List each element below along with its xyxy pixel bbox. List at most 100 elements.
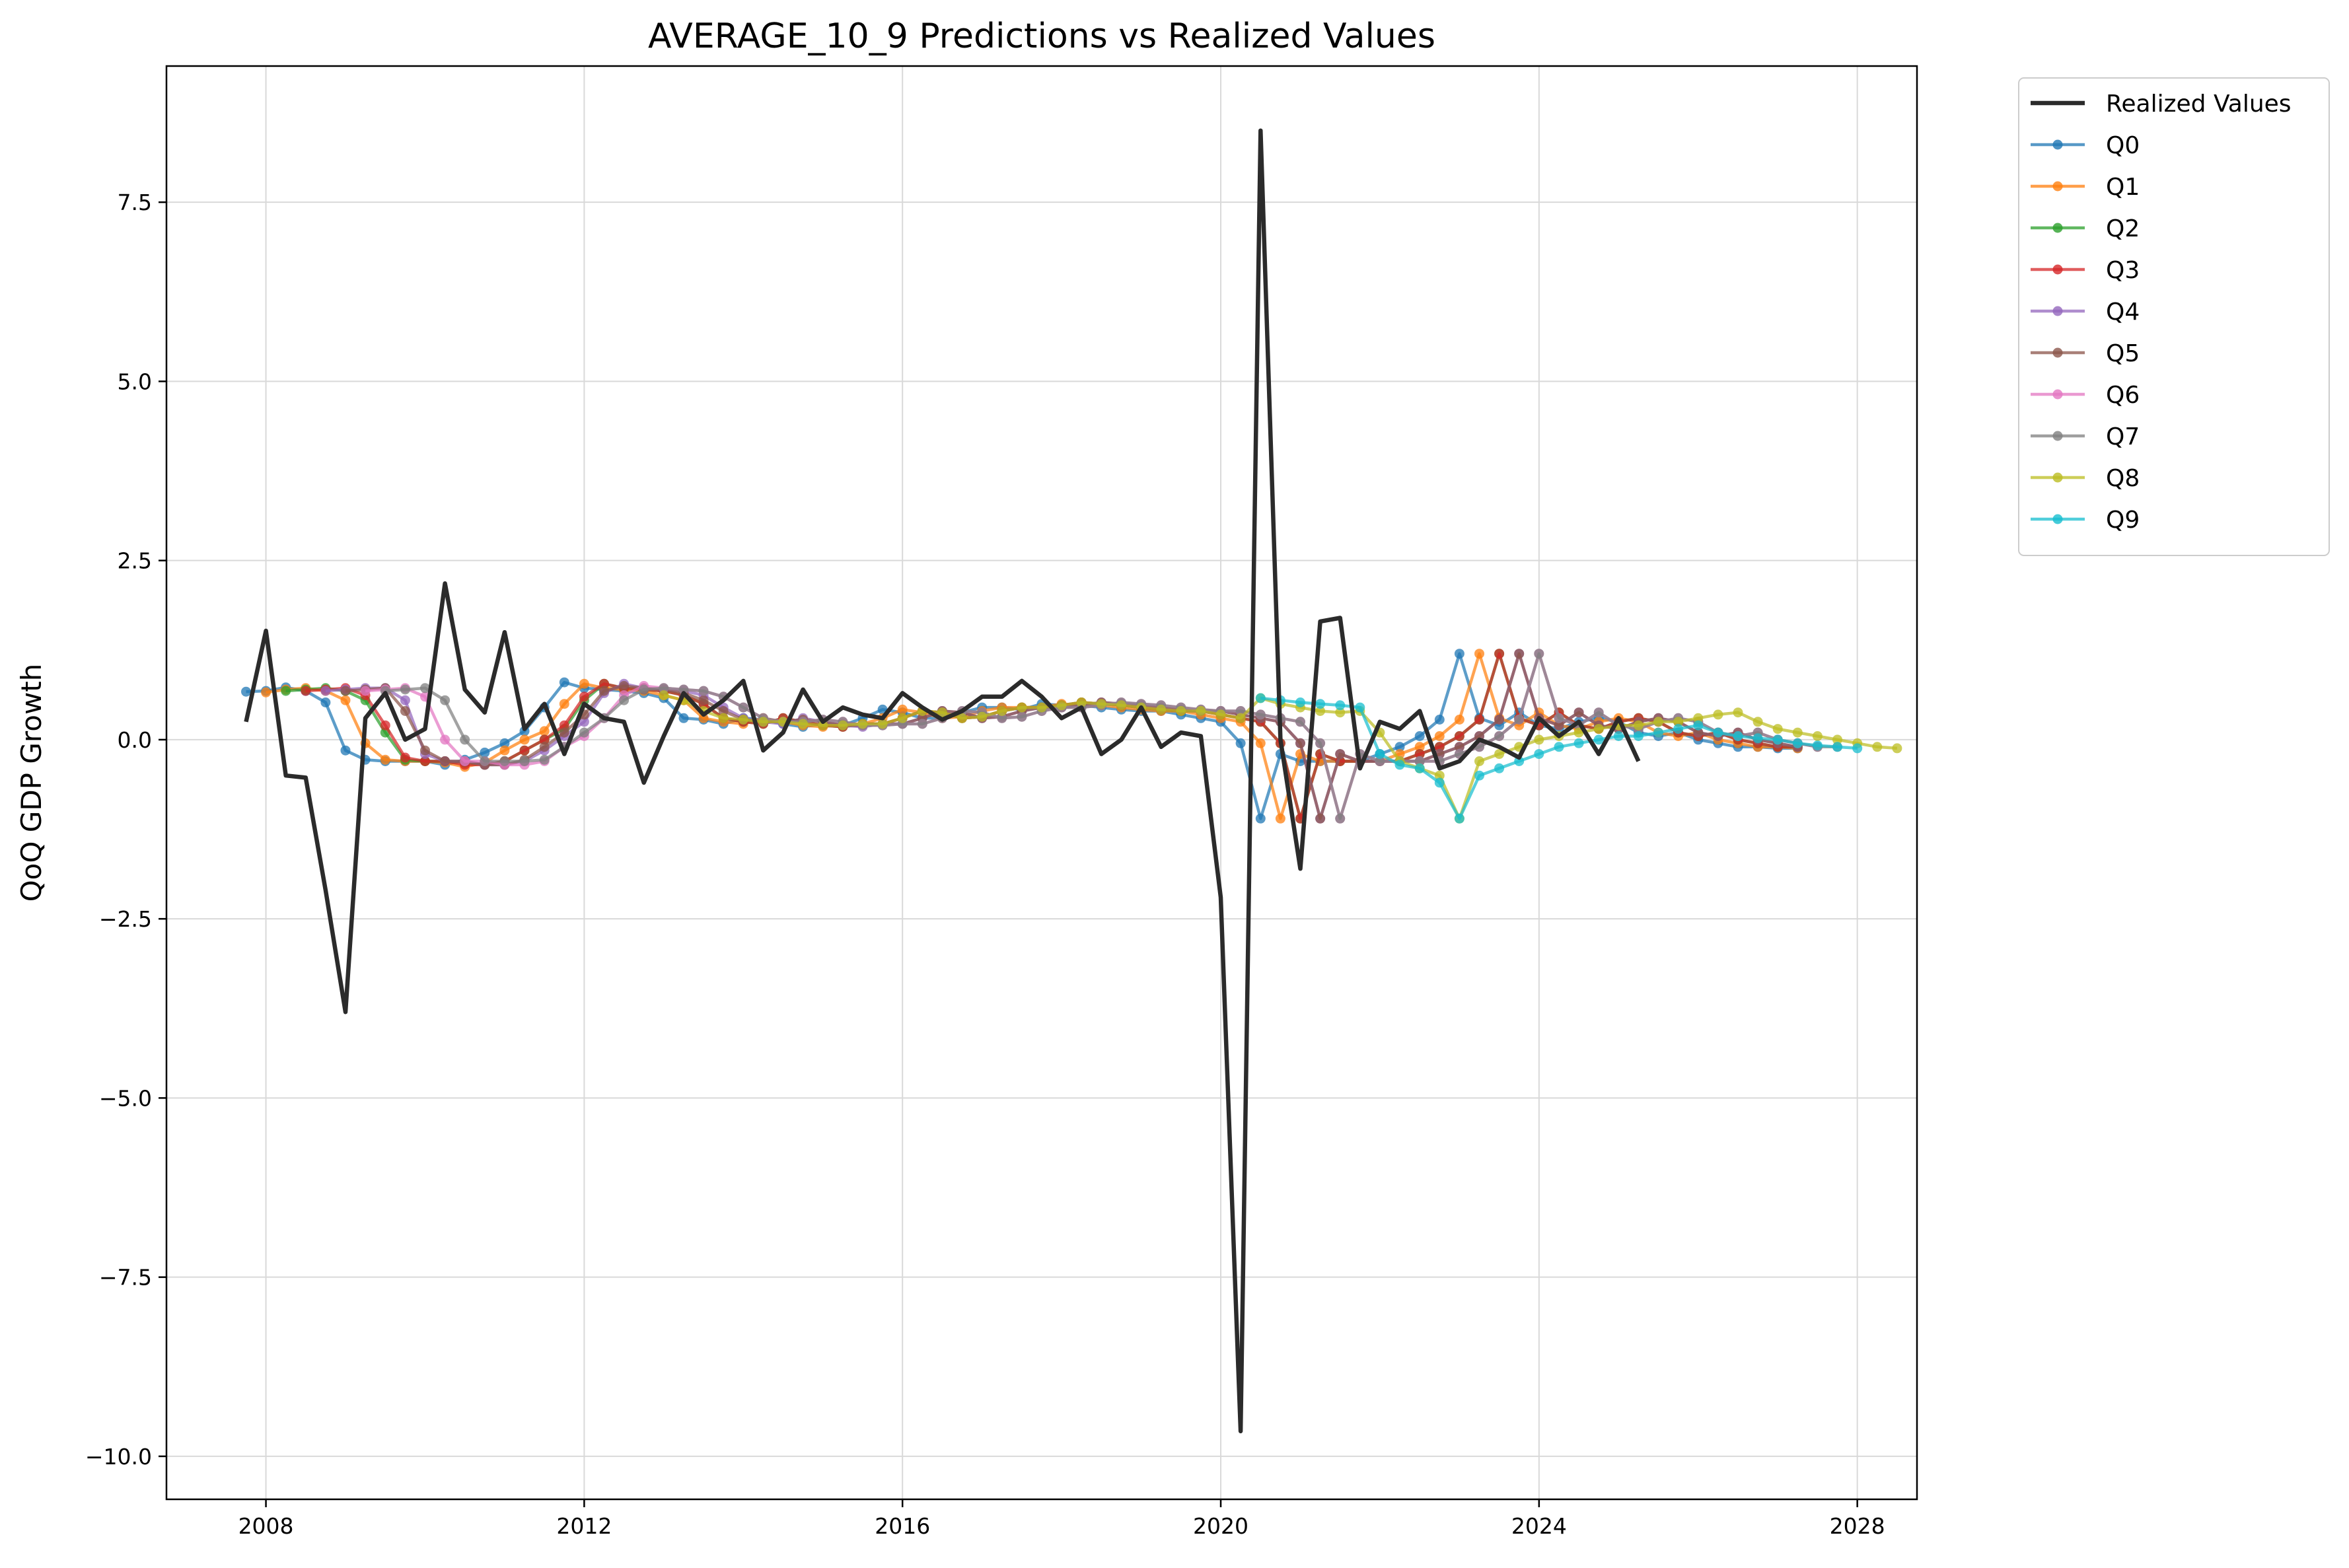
data-point <box>1315 706 1326 716</box>
legend-box <box>2018 77 2330 556</box>
x-tick-label: 2012 <box>556 1513 612 1539</box>
data-point <box>718 706 729 716</box>
y-tick-label: 0.0 <box>118 727 152 753</box>
data-point <box>818 720 828 731</box>
data-point <box>539 754 550 765</box>
legend-label: Q8 <box>2106 465 2140 492</box>
data-point <box>1096 699 1106 709</box>
data-point <box>1454 649 1464 659</box>
data-point <box>1733 707 1743 718</box>
x-tick-label: 2024 <box>1511 1513 1567 1539</box>
y-tick-label: 5.0 <box>118 369 152 394</box>
data-point <box>1414 742 1425 752</box>
data-point <box>420 745 430 756</box>
plot-frame <box>165 65 1918 1501</box>
data-point <box>1772 724 1783 734</box>
data-point <box>1534 649 1544 659</box>
series-realized-values <box>244 128 1641 1434</box>
data-point <box>1335 700 1346 711</box>
data-point <box>678 713 689 723</box>
data-point <box>1394 742 1405 752</box>
x-tick-label: 2016 <box>875 1513 930 1539</box>
data-point <box>1017 711 1027 722</box>
x-tick-label: 2008 <box>238 1513 294 1539</box>
data-point <box>1255 693 1266 703</box>
grid-layer <box>166 66 1917 1499</box>
data-point <box>718 713 729 723</box>
data-point <box>1852 743 1863 754</box>
data-point <box>738 702 748 713</box>
legend-label: Q6 <box>2106 382 2140 409</box>
data-point <box>301 686 311 696</box>
data-point <box>1474 770 1484 781</box>
data-point <box>1255 738 1266 748</box>
data-point <box>1554 742 1564 752</box>
data-point <box>340 745 351 756</box>
data-point <box>320 686 331 696</box>
data-point <box>499 745 510 756</box>
data-point <box>997 706 1007 716</box>
data-point <box>340 695 351 705</box>
data-point <box>1434 770 1445 781</box>
legend-label: Q0 <box>2106 132 2140 159</box>
legend-swatch-marker <box>2052 306 2063 316</box>
data-point <box>440 756 451 766</box>
data-point <box>937 707 947 718</box>
data-point <box>1414 763 1425 773</box>
data-point <box>1454 813 1464 824</box>
data-point <box>1554 713 1564 723</box>
data-point <box>977 711 988 722</box>
data-point <box>1693 727 1704 738</box>
data-point <box>1713 709 1723 720</box>
legend-entry: Q5 <box>2031 340 2140 367</box>
data-point <box>1414 749 1425 760</box>
data-point <box>1076 697 1087 707</box>
data-point <box>261 687 271 697</box>
data-point <box>1832 734 1842 745</box>
data-point <box>1176 706 1186 716</box>
data-point <box>539 726 550 736</box>
data-point <box>460 756 470 766</box>
data-point <box>499 738 510 748</box>
data-point <box>281 686 291 696</box>
data-point <box>1753 733 1763 744</box>
data-point <box>400 695 410 705</box>
data-point <box>1434 731 1445 741</box>
data-point <box>1812 731 1823 741</box>
data-point <box>499 756 510 766</box>
data-point <box>1772 734 1783 745</box>
data-point <box>659 690 669 701</box>
y-axis-title: QoQ GDP Growth <box>15 664 48 902</box>
data-point <box>1673 724 1684 734</box>
data-point <box>1315 699 1326 709</box>
legend-label: Q9 <box>2106 507 2140 534</box>
data-point <box>1573 707 1584 718</box>
realized-values-line <box>244 128 1641 1434</box>
data-point <box>1454 715 1464 725</box>
data-point <box>1613 731 1624 741</box>
data-point <box>420 683 430 694</box>
legend-label: Q7 <box>2106 423 2140 450</box>
data-point <box>1056 700 1067 711</box>
data-point <box>838 720 848 731</box>
data-point <box>440 695 451 705</box>
data-point <box>340 686 351 696</box>
data-point <box>440 734 451 745</box>
data-point <box>1394 760 1405 770</box>
data-point <box>400 706 410 716</box>
data-point <box>1792 738 1803 748</box>
data-point <box>559 677 569 688</box>
data-point <box>619 681 630 691</box>
legend-swatch-marker <box>2052 264 2063 275</box>
data-point <box>1573 738 1584 748</box>
data-point <box>1514 715 1525 725</box>
data-point <box>917 719 927 729</box>
data-point <box>1593 707 1604 718</box>
data-point <box>1295 717 1305 727</box>
legend-label: Q1 <box>2106 174 2140 201</box>
data-point <box>1593 724 1604 734</box>
data-point <box>1017 702 1027 713</box>
data-point <box>1454 742 1464 752</box>
